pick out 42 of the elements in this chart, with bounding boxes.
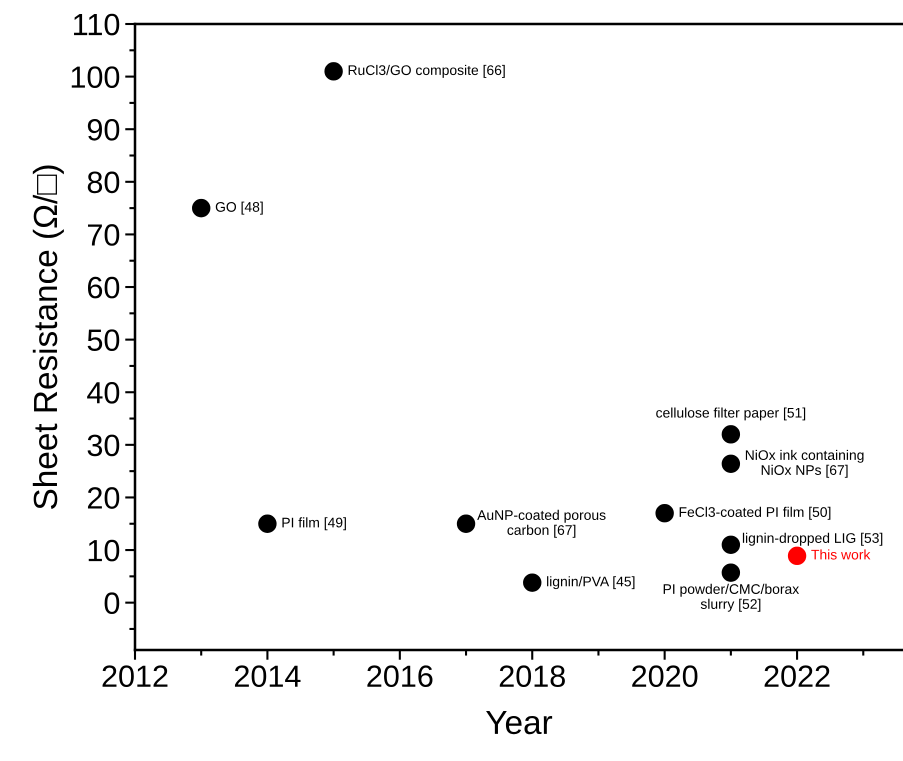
annotation: lignin-dropped LIG [53] [742, 532, 882, 546]
annotation: NiOx ink containing NiOx NPs [67] [746, 450, 864, 478]
annotation: PI powder/CMC/borax slurry [52] [664, 584, 800, 612]
x-tick-label: 2016 [367, 665, 432, 688]
point [456, 514, 476, 533]
y-axis-title: Sheet Resistance (Ω/□) [32, 166, 64, 509]
point [722, 454, 740, 473]
x-tick-label: 2020 [632, 665, 698, 688]
y-tick-label: 40 [87, 382, 120, 404]
point [324, 62, 343, 81]
point [722, 536, 740, 554]
x-tick-label: 2022 [764, 665, 830, 688]
point [655, 504, 674, 522]
annotation: GO [48] [216, 202, 263, 215]
x-tick-label: 2014 [234, 665, 301, 688]
y-tick-label: 60 [88, 276, 120, 298]
y-tick-label: 20 [88, 487, 120, 509]
x-axis-title: Year [486, 710, 552, 734]
y-tick-label: 10 [88, 540, 120, 562]
point [523, 573, 542, 592]
x-tick-label: 2012 [102, 665, 168, 688]
y-tick-label: 80 [88, 172, 120, 194]
x-tick-label: 2018 [500, 665, 565, 688]
annotation: FeCl3-coated PI film [50] [680, 506, 830, 520]
point [192, 198, 210, 218]
y-tick-label: 30 [88, 434, 120, 456]
point [788, 546, 806, 566]
annotation: RuCl3/GO composite [66] [348, 64, 505, 78]
annotation: This work [811, 549, 870, 560]
point [258, 514, 277, 533]
y-tick-label: 0 [104, 592, 120, 614]
annotation: PI film [49] [282, 517, 346, 530]
point [722, 425, 740, 444]
annotation: lignin/PVA [45] [547, 576, 634, 590]
y-tick-label: 70 [88, 224, 120, 246]
point [722, 563, 740, 582]
y-tick-label: 90 [88, 118, 120, 141]
y-tick-label: 100 [72, 66, 120, 88]
annotation: AuNP-coated porous carbon [67] [477, 510, 606, 538]
y-tick-label: 110 [74, 14, 120, 36]
y-tick-label: 50 [88, 329, 120, 352]
annotation: cellulose filter paper [51] [656, 407, 806, 420]
